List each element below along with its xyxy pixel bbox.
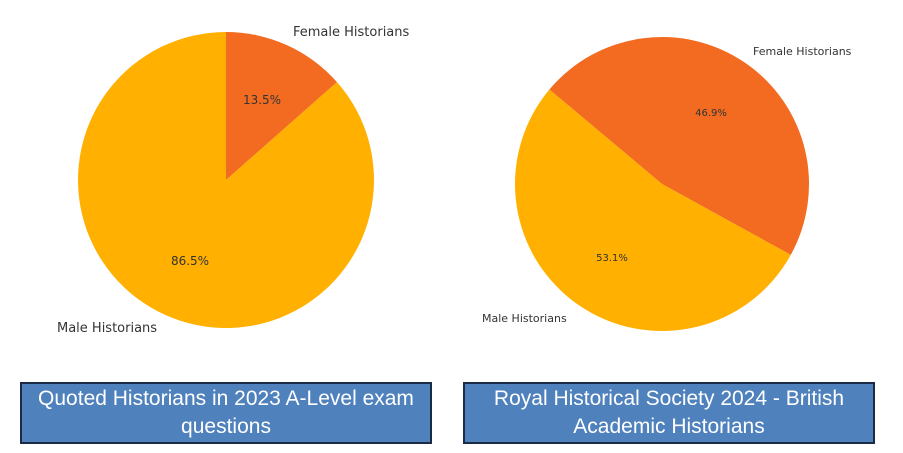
pie-0-label-male: Male Historians [57, 321, 157, 336]
pie-1-slice-male [515, 89, 791, 331]
pie-1-label-male: Male Historians [482, 312, 567, 325]
pie-1-pct-female: 46.9% [695, 108, 727, 119]
caption-left: Quoted Historians in 2023 A-Level exam q… [20, 382, 432, 444]
pie-0-pct-female: 13.5% [243, 93, 281, 107]
pie-0-slice-male [78, 32, 375, 329]
caption-right: Royal Historical Society 2024 - British … [463, 382, 875, 444]
pie-1-pct-male: 53.1% [596, 253, 628, 264]
pie-1-slice-female [549, 36, 810, 255]
pie-charts: Female Historians 13.5% Male Historians 86.… [57, 25, 852, 336]
pie-0-label-female: Female Historians [293, 25, 410, 40]
pie-1-label-female: Female Historians [753, 45, 852, 58]
pie-0-slice-female [226, 32, 338, 180]
pie-0-pct-male: 86.5% [171, 254, 209, 268]
